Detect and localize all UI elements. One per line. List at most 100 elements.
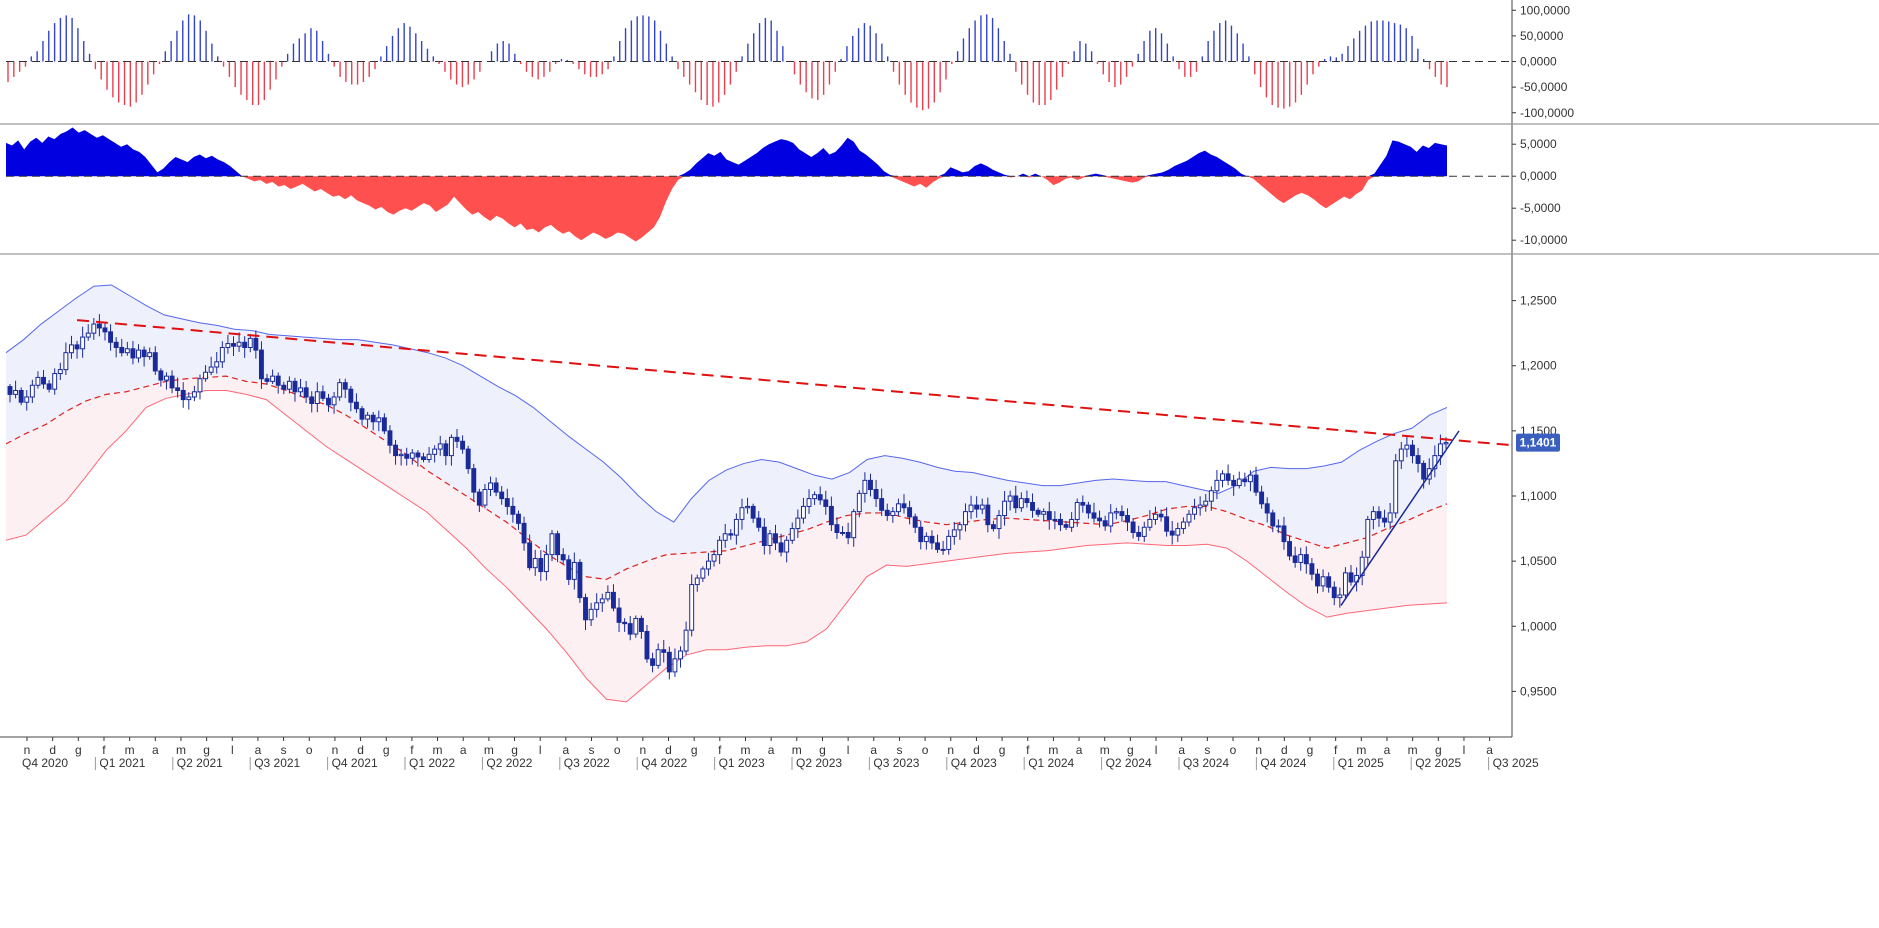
candle-body bbox=[1236, 478, 1242, 487]
candle bbox=[1091, 502, 1097, 523]
candle-body bbox=[1180, 521, 1186, 530]
candle bbox=[152, 346, 158, 375]
candle bbox=[1309, 558, 1315, 581]
candle bbox=[946, 529, 952, 555]
y-tick-label: -10,0000 bbox=[1520, 233, 1568, 247]
y-tick-label: 100,0000 bbox=[1520, 3, 1570, 17]
candle bbox=[935, 534, 940, 553]
candle bbox=[448, 434, 454, 466]
candle bbox=[627, 616, 633, 641]
candle bbox=[851, 508, 857, 547]
momentum-area-panel: 5,0000 0,0000 -5,0000 -10,0000 bbox=[6, 127, 1568, 247]
candle bbox=[1214, 470, 1220, 500]
candle bbox=[594, 593, 600, 618]
candle-body bbox=[393, 444, 398, 457]
candle-body bbox=[41, 376, 46, 385]
candle-body bbox=[1113, 511, 1119, 514]
candle-body bbox=[353, 401, 359, 410]
candle bbox=[331, 391, 337, 414]
candle-body bbox=[1192, 507, 1198, 515]
candle bbox=[1007, 490, 1013, 511]
quarter-tick-label: Q1 2022 bbox=[409, 756, 455, 770]
candle bbox=[1370, 506, 1376, 530]
candle bbox=[1130, 518, 1136, 539]
candle-body bbox=[1410, 444, 1415, 457]
momentum-positive-area bbox=[6, 127, 1447, 177]
candle bbox=[1113, 507, 1119, 520]
candle bbox=[80, 326, 86, 358]
candle-body bbox=[1080, 502, 1086, 506]
candle-body bbox=[203, 371, 209, 380]
chart-frame bbox=[0, 0, 1879, 738]
candle-body bbox=[1220, 473, 1225, 481]
candle bbox=[655, 643, 661, 669]
candle bbox=[158, 368, 164, 387]
candle bbox=[504, 488, 510, 515]
candle bbox=[1415, 447, 1421, 473]
candle bbox=[197, 374, 203, 400]
candle-body bbox=[236, 341, 242, 347]
candle-body bbox=[968, 504, 974, 513]
candle-body bbox=[85, 332, 91, 338]
candle bbox=[499, 486, 505, 505]
candle bbox=[113, 337, 119, 358]
candle-body bbox=[795, 517, 801, 530]
candle bbox=[1259, 485, 1265, 509]
candle-body bbox=[784, 539, 790, 553]
candle-body bbox=[862, 479, 868, 494]
candle-body bbox=[901, 503, 907, 509]
month-tick-label: a bbox=[1178, 743, 1185, 757]
y-tick-label: 0,0000 bbox=[1520, 169, 1557, 183]
candle bbox=[1158, 509, 1164, 522]
candle bbox=[560, 548, 566, 564]
candle-body bbox=[817, 494, 823, 501]
y-tick-label: 0,9500 bbox=[1520, 684, 1557, 698]
candle bbox=[270, 369, 276, 384]
candle bbox=[286, 376, 292, 394]
candle-body bbox=[141, 349, 147, 358]
candle bbox=[700, 566, 706, 583]
candle bbox=[611, 584, 616, 612]
candle-body bbox=[169, 375, 175, 389]
candle-body bbox=[1130, 521, 1136, 533]
candle-body bbox=[1242, 478, 1248, 483]
month-tick-label: g bbox=[511, 743, 518, 757]
candle bbox=[1398, 441, 1404, 470]
month-tick-label: o bbox=[1230, 743, 1237, 757]
candle bbox=[1315, 568, 1320, 594]
candle bbox=[1074, 498, 1080, 527]
candle bbox=[1108, 504, 1114, 533]
candle bbox=[460, 435, 466, 454]
candle-body bbox=[733, 518, 739, 536]
candle-body bbox=[281, 384, 287, 390]
month-tick-label: g bbox=[203, 743, 210, 757]
candle bbox=[231, 336, 236, 356]
candle-body bbox=[868, 479, 873, 490]
candle-body bbox=[840, 531, 846, 534]
candle-body bbox=[415, 452, 421, 458]
candle bbox=[599, 593, 605, 612]
y-tick-label: 1,1000 bbox=[1520, 489, 1557, 503]
candle-body bbox=[521, 522, 527, 544]
candle-body bbox=[728, 533, 734, 536]
y-tick-label: 1,2000 bbox=[1520, 359, 1557, 373]
candle-body bbox=[717, 539, 723, 556]
candle-body bbox=[409, 452, 415, 459]
candle-body bbox=[1041, 511, 1047, 515]
candle bbox=[1085, 501, 1091, 519]
candle-body bbox=[365, 414, 371, 420]
candle-body bbox=[532, 558, 538, 569]
candle bbox=[784, 536, 790, 563]
candle bbox=[1225, 464, 1231, 486]
candle bbox=[41, 369, 46, 389]
month-tick-label: g bbox=[691, 743, 698, 757]
candle bbox=[957, 521, 963, 540]
quarter-tick-label: Q3 2023 bbox=[873, 756, 919, 770]
candle bbox=[91, 317, 97, 340]
candle bbox=[516, 510, 521, 530]
candle bbox=[415, 450, 421, 467]
candle bbox=[147, 347, 153, 360]
candle bbox=[292, 377, 298, 402]
candle bbox=[968, 495, 974, 519]
